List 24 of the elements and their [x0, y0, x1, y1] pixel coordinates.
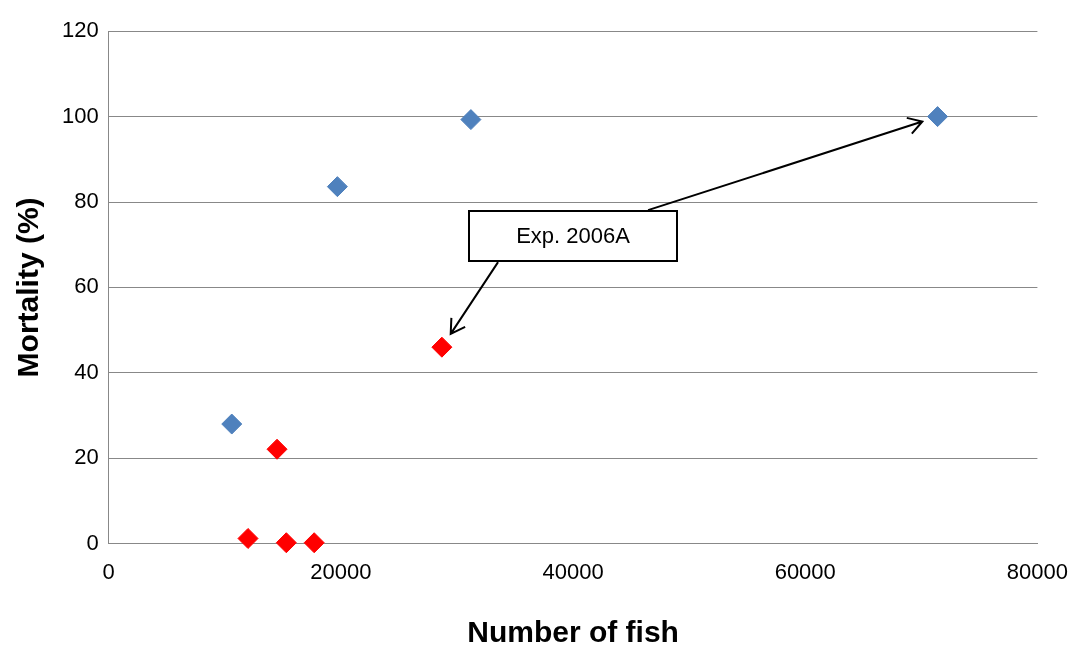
point	[326, 176, 348, 198]
x-tick-label: 80000	[1006, 558, 1069, 584]
point	[275, 532, 297, 554]
x-tick-label: 0	[102, 558, 115, 584]
point	[266, 438, 288, 460]
y-tick-label: 120	[61, 17, 99, 43]
x-tick-label: 60000	[774, 558, 836, 584]
x-tick-label: 20000	[310, 558, 372, 584]
point	[927, 106, 949, 128]
x-axis-title: Number of fish	[467, 615, 679, 649]
y-tick-label: 80	[74, 188, 99, 214]
y-tick-label: 40	[74, 358, 99, 384]
callout-box: Exp. 2006A	[468, 210, 679, 263]
x-tick-label: 40000	[542, 558, 604, 584]
point	[431, 336, 453, 358]
y-tick-label: 60	[74, 273, 99, 299]
point	[237, 527, 259, 549]
y-tick-label: 100	[61, 102, 99, 128]
y-axis-title: Mortality (%)	[11, 197, 45, 378]
y-tick-label: 20	[74, 444, 99, 470]
point	[460, 109, 482, 131]
point	[303, 532, 325, 554]
y-tick-label: 0	[86, 529, 99, 555]
point	[221, 413, 243, 435]
